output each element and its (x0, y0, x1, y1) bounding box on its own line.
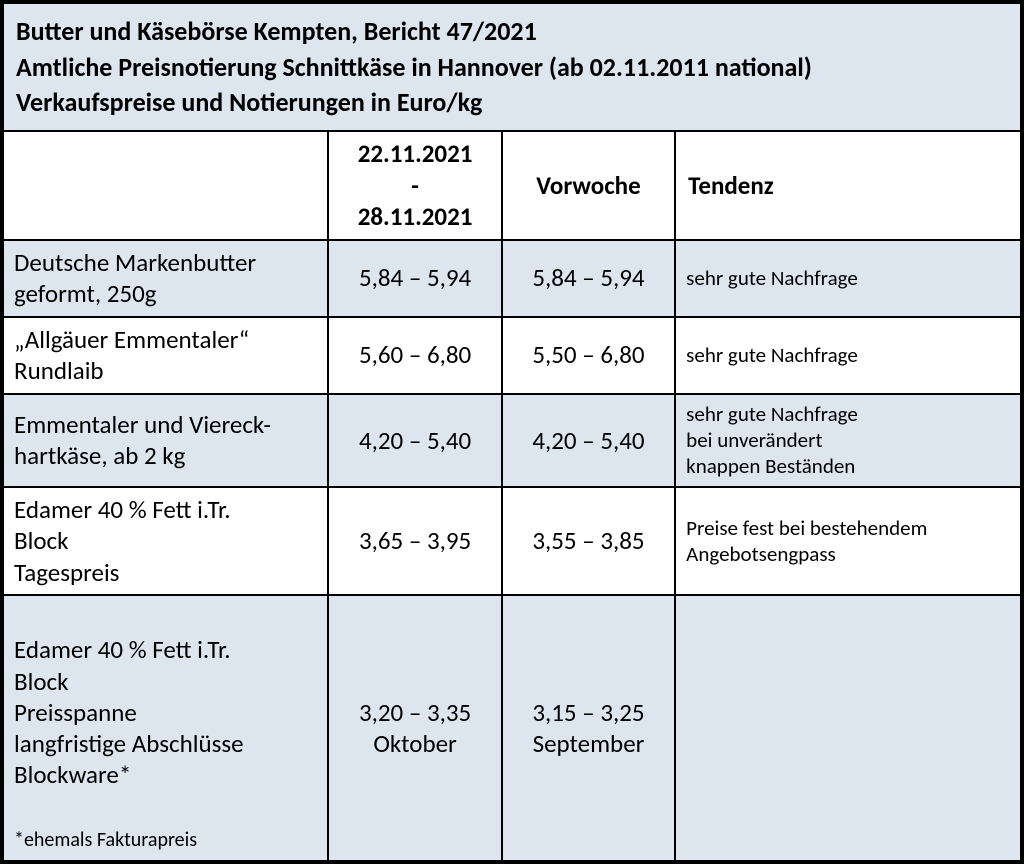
price-table-container: Butter und Käsebörse Kempten, Bericht 47… (0, 0, 1024, 864)
header-row: 22.11.2021 - 28.11.2021 Vorwoche Tendenz (2, 131, 1022, 239)
cell-name: „Allgäuer Emmentaler“ Rundlaib (2, 317, 328, 394)
title-line-2: Amtliche Preisnotierung Schnittkäse in H… (16, 51, 812, 83)
cell-trend: sehr gute Nachfrage (675, 317, 1022, 394)
cell-period: 3,20 – 3,35 Oktober (328, 595, 501, 862)
cell-period: 3,65 – 3,95 (328, 487, 501, 595)
table-row: Edamer 40 % Fett i.Tr. Block Preisspanne… (2, 595, 1022, 862)
cell-name: Edamer 40 % Fett i.Tr. Block Preisspanne… (2, 595, 328, 862)
cell-period: 5,60 – 6,80 (328, 317, 501, 394)
cell-prev: 4,20 – 5,40 (502, 394, 675, 487)
cell-period: 4,20 – 5,40 (328, 394, 501, 487)
cell-period: 5,84 – 5,94 (328, 240, 501, 317)
cell-trend: sehr gute Nachfrage bei unverändert knap… (675, 394, 1022, 487)
table-row: „Allgäuer Emmentaler“ Rundlaib 5,60 – 6,… (2, 317, 1022, 394)
title-line-1: Butter und Käsebörse Kempten, Bericht 47… (16, 15, 537, 47)
cell-prev: 3,15 – 3,25 September (502, 595, 675, 862)
table-row: Emmentaler und Viereck- hartkäse, ab 2 k… (2, 394, 1022, 487)
cell-name: Emmentaler und Viereck- hartkäse, ab 2 k… (2, 394, 328, 487)
table-row: Deutsche Markenbutter geformt, 250g 5,84… (2, 240, 1022, 317)
cell-name: Deutsche Markenbutter geformt, 250g (2, 240, 328, 317)
cell-name-main: Edamer 40 % Fett i.Tr. Block Preisspanne… (14, 634, 244, 790)
table-title: Butter und Käsebörse Kempten, Bericht 47… (2, 2, 1022, 131)
cell-prev: 5,84 – 5,94 (502, 240, 675, 317)
cell-trend (675, 595, 1022, 862)
cell-prev: 5,50 – 6,80 (502, 317, 675, 394)
price-table: Butter und Käsebörse Kempten, Bericht 47… (0, 0, 1024, 864)
cell-name: Edamer 40 % Fett i.Tr. Block Tagespreis (2, 487, 328, 595)
cell-trend: sehr gute Nachfrage (675, 240, 1022, 317)
title-row: Butter und Käsebörse Kempten, Bericht 47… (2, 2, 1022, 131)
cell-name-footnote: *ehemals Fakturapreis (14, 828, 197, 852)
table-row: Edamer 40 % Fett i.Tr. Block Tagespreis … (2, 487, 1022, 595)
header-period: 22.11.2021 - 28.11.2021 (328, 131, 501, 239)
header-trend: Tendenz (675, 131, 1022, 239)
title-line-3: Verkaufspreise und Notierungen in Euro/k… (16, 86, 482, 118)
header-name-blank (2, 131, 328, 239)
cell-trend: Preise fest bei bestehendem Angebotsengp… (675, 487, 1022, 595)
header-prev: Vorwoche (502, 131, 675, 239)
cell-prev: 3,55 – 3,85 (502, 487, 675, 595)
